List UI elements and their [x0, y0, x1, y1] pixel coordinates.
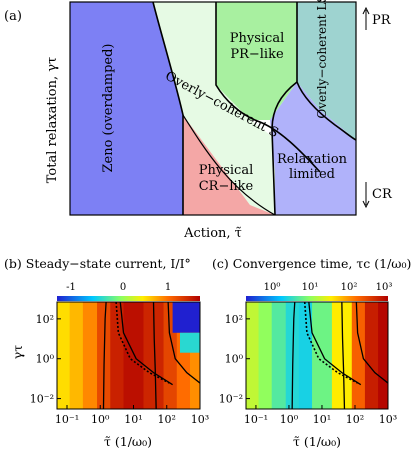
heatmap-cell — [378, 302, 388, 409]
region-zeno — [70, 2, 183, 215]
heatmap-cell — [143, 302, 165, 409]
panel-b-xlabel: τ̃ (1/ω₀) — [104, 434, 152, 449]
boundary-curve-dotted — [115, 302, 170, 384]
region-physical-pr — [216, 2, 297, 120]
x-tick-label: 10⁰ — [91, 413, 110, 426]
boundary-curve — [167, 302, 200, 384]
boundary-curve — [119, 302, 173, 386]
panel-a: (a) Zeno (overdamped) Overly−coherent S … — [4, 0, 393, 241]
colorbar-b-tick-1: 0 — [120, 282, 126, 293]
panel-c-colorbar — [246, 296, 388, 301]
boundary-pr — [215, 2, 321, 173]
region-label-physical-cr-2: CR−like — [199, 179, 254, 194]
cr-label: CR — [372, 187, 393, 202]
panel-c-xlabel: τ̃ (1/ω₀) — [293, 434, 341, 449]
region-label-relaxation-1: Relaxation — [277, 152, 348, 167]
x-tick-label: 10⁰ — [280, 413, 299, 426]
panel-b-title: (b) Steady−state current, I/I° — [4, 256, 191, 271]
x-tick-label: 10³ — [379, 413, 397, 426]
panel-b-ylabel: γτ — [10, 345, 25, 359]
panel-b-frame — [56, 301, 201, 410]
panel-b-colorbar — [57, 296, 200, 301]
panel-b-ticks: 10⁻¹ 10⁰ 10¹ 10² 10³ 10² 10⁰ 10⁻² — [30, 313, 209, 426]
colorbar-c-tick-3: 10³ — [376, 282, 393, 293]
heatmap-cell — [69, 302, 84, 409]
region-label-relaxation-2: limited — [289, 167, 335, 182]
panel-b-curves — [102, 302, 200, 409]
heatmap-patch — [179, 332, 200, 353]
x-tick-label: 10³ — [191, 413, 209, 426]
x-tick-label: 10² — [158, 413, 176, 426]
panel-c-frame — [245, 301, 389, 410]
region-relaxation-limited — [270, 82, 356, 215]
panel-a-frame — [69, 1, 357, 216]
y-tick-label: 10² — [225, 313, 243, 326]
colorbar-c-tick-0: 10⁰ — [264, 282, 281, 293]
y-tick-label: 10⁰ — [225, 353, 244, 366]
region-label-lsr: Overly−coherent LSR — [315, 0, 329, 119]
panel-c: (c) Convergence time, τc (1/ω₀) 10⁰ 10¹ … — [212, 256, 411, 449]
heatmap-patch — [172, 302, 200, 333]
panel-c-title: (c) Convergence time, τc (1/ω₀) — [212, 256, 411, 271]
heatmap-cell — [246, 302, 260, 409]
boundary-cr — [182, 114, 276, 216]
y-tick-label: 10⁰ — [36, 353, 55, 366]
pr-label: PR — [372, 13, 392, 28]
cr-arrowhead — [362, 200, 370, 209]
x-tick-label: 10¹ — [313, 413, 331, 426]
boundary-curve — [308, 302, 362, 386]
heatmap-cell — [351, 302, 366, 409]
boundary-lsr — [296, 2, 357, 141]
boundary-curve — [291, 302, 296, 409]
panel-b: (b) Steady−state current, I/I° -1 0 1 — [4, 256, 209, 449]
panel-c-ticks: 10⁻¹ 10⁰ 10¹ 10² 10³ 10² 10⁰ 10⁻² — [219, 313, 397, 426]
heatmap-cell — [123, 302, 145, 409]
boundary-curve — [102, 302, 107, 409]
heatmap-cell — [271, 302, 287, 409]
region-label-zeno: Zeno (overdamped) — [101, 43, 116, 172]
boundary-curve — [341, 302, 346, 409]
colorbar-c-tick-2: 10² — [341, 282, 358, 293]
heatmap-cell — [57, 302, 71, 409]
x-tick-label: 10⁻¹ — [55, 413, 79, 426]
colorbar-b-tick-2: 1 — [165, 282, 171, 293]
x-tick-label: 10² — [346, 413, 364, 426]
colorbar-b-tick-0: -1 — [66, 282, 76, 293]
panel-c-heatmap — [246, 302, 388, 409]
panel-a-xlabel: Action, τ̃ — [183, 226, 242, 241]
colorbar-c-tick-1: 10¹ — [302, 282, 319, 293]
boundary-curve — [152, 302, 157, 409]
region-overly-coherent-lsr — [297, 2, 356, 140]
y-tick-label: 10⁻² — [219, 393, 243, 406]
heatmap-cell — [298, 302, 313, 409]
x-tick-label: 10⁻¹ — [244, 413, 268, 426]
region-label-physical-pr-1: Physical — [230, 31, 284, 46]
heatmap-cell — [312, 302, 333, 409]
boundary-curve-dotted — [303, 302, 358, 384]
panel-a-ylabel: Total relaxation, γτ — [45, 57, 60, 183]
boundary-zeno — [152, 1, 184, 215]
region-label-physical-pr-2: PR−like — [230, 47, 284, 62]
region-label-physical-cr-1: Physical — [199, 163, 253, 178]
y-tick-label: 10² — [36, 313, 54, 326]
panel-c-curves — [291, 302, 388, 409]
panel-b-heatmap — [57, 302, 200, 409]
x-tick-label: 10¹ — [124, 413, 142, 426]
panel-a-label: (a) — [4, 9, 22, 24]
heatmap-cell — [258, 302, 273, 409]
boundary-relaxation — [271, 81, 298, 216]
heatmap-cell — [110, 302, 125, 409]
y-tick-label: 10⁻² — [30, 393, 54, 406]
heatmap-cell — [82, 302, 98, 409]
region-physical-cr — [183, 115, 275, 215]
heatmap-cell — [364, 302, 379, 409]
heatmap-cell — [189, 302, 200, 409]
boundary-curve — [355, 302, 388, 384]
heatmap-cell — [331, 302, 353, 409]
pr-arrowhead — [362, 6, 370, 15]
